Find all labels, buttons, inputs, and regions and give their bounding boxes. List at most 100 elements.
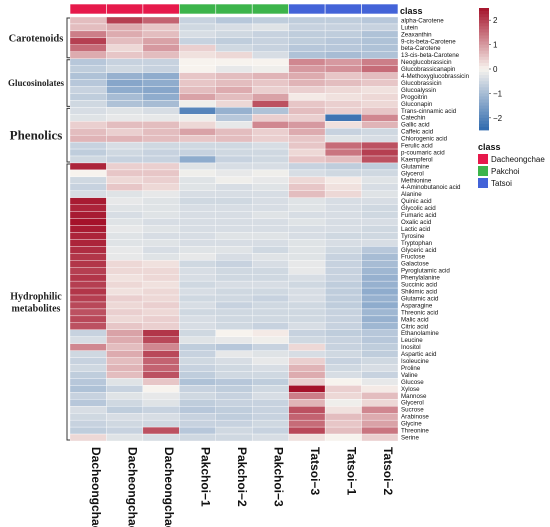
heatmap-cell [324, 190, 362, 198]
heatmap-cell [179, 433, 216, 442]
heatmap-cell [215, 169, 253, 178]
heatmap-cell [215, 406, 253, 414]
heatmap-cell [106, 169, 144, 178]
heatmap-cell [69, 350, 107, 358]
heatmap-cell [215, 426, 253, 435]
heatmap-cell [69, 253, 107, 261]
heatmap-cell [215, 30, 253, 39]
heatmap-cell [252, 336, 289, 344]
heatmap-cell [106, 225, 144, 233]
heatmap-cell [106, 322, 144, 330]
class-bar-cell [361, 3, 399, 15]
heatmap-cell [106, 419, 144, 428]
heatmap-cell [288, 301, 326, 310]
heatmap-cell [252, 378, 289, 386]
heatmap-cell [142, 121, 180, 129]
heatmap-cell [252, 86, 289, 94]
heatmap-cell [69, 274, 107, 282]
heatmap-cell [324, 65, 362, 73]
row-label: Kaempferol [401, 156, 433, 163]
heatmap-cell [288, 183, 326, 191]
row-label: 4-Methoxyglucobrassicin [401, 73, 470, 80]
heatmap-cell [361, 308, 399, 317]
heatmap-cell [106, 274, 144, 282]
heatmap-cell [142, 343, 180, 351]
heatmap-cell [215, 93, 253, 101]
column-label: Pakchoi−2 [235, 447, 249, 507]
group-label: metabolites [12, 303, 61, 314]
heatmap-cell [361, 51, 399, 59]
heatmap-cell [252, 134, 289, 143]
colorbar-step [479, 114, 489, 119]
row-label: Glycine [401, 421, 422, 428]
heatmap-cell [324, 86, 362, 94]
heatmap-cell [252, 51, 289, 59]
column-label: Pakchoi−1 [199, 447, 213, 507]
heatmap-cell [179, 51, 216, 59]
class-bar-cell [324, 3, 362, 15]
colorbar-step [479, 62, 489, 67]
heatmap-cell [288, 141, 326, 150]
heatmap-cell [252, 23, 289, 32]
heatmap-cell [361, 406, 399, 414]
heatmap-cell [179, 218, 216, 226]
heatmap-cell [179, 287, 216, 296]
heatmap-cell [69, 23, 107, 32]
heatmap-cell [69, 51, 107, 59]
heatmap-cell [142, 413, 180, 421]
heatmap-cell [179, 274, 216, 282]
heatmap-cell [179, 100, 216, 108]
heatmap-cell [324, 58, 362, 66]
row-label: Gallic acid [401, 122, 430, 129]
row-label: Lutein [401, 24, 418, 31]
row-label: Alanine [401, 191, 422, 198]
heatmap-cell [106, 378, 144, 386]
heatmap-cell [252, 239, 289, 247]
heatmap-cell [215, 322, 253, 330]
heatmap-cell [361, 413, 399, 421]
heatmap-cell [106, 114, 144, 122]
heatmap-cell [179, 232, 216, 240]
heatmap-cell [324, 148, 362, 157]
heatmap-cell [179, 399, 216, 407]
colorbar-step [479, 8, 489, 12]
heatmap-cell [324, 357, 362, 365]
heatmap-cell [142, 239, 180, 247]
heatmap-cell [324, 183, 362, 191]
heatmap-cell [288, 100, 326, 108]
heatmap-cell [142, 162, 180, 171]
heatmap-cell [252, 294, 289, 303]
heatmap-cell [215, 44, 253, 52]
column-label: Dacheongchae−1 [126, 447, 140, 527]
heatmap-cell [361, 280, 399, 289]
heatmap-cell [361, 197, 399, 205]
colorbar-step [479, 20, 489, 24]
class-bar-cell [288, 3, 326, 15]
heatmap-cell [142, 23, 180, 32]
heatmap-cell [288, 30, 326, 39]
heatmap-cell [69, 86, 107, 94]
heatmap-cell [288, 232, 326, 240]
heatmap-cell [361, 93, 399, 101]
heatmap-cell [288, 65, 326, 73]
heatmap-cell [324, 16, 362, 25]
heatmap-cell [142, 267, 180, 275]
heatmap-cell [106, 385, 144, 393]
heatmap-cell [288, 114, 326, 122]
heatmap-cell [252, 148, 289, 157]
heatmap-cell [142, 204, 180, 212]
heatmap-cell [288, 267, 326, 275]
row-label: Aspartic acid [401, 351, 437, 358]
heatmap-cell [361, 176, 399, 184]
heatmap-cell [215, 16, 253, 25]
heatmap-cell [106, 148, 144, 157]
heatmap-cell [252, 413, 289, 421]
heatmap-cell [106, 107, 144, 115]
colorbar-step [479, 32, 489, 36]
heatmap-cell [106, 128, 144, 136]
heatmap-cell [106, 176, 144, 184]
heatmap-cell [106, 260, 144, 268]
heatmap-cell [179, 322, 216, 330]
heatmap-cell [324, 169, 362, 178]
